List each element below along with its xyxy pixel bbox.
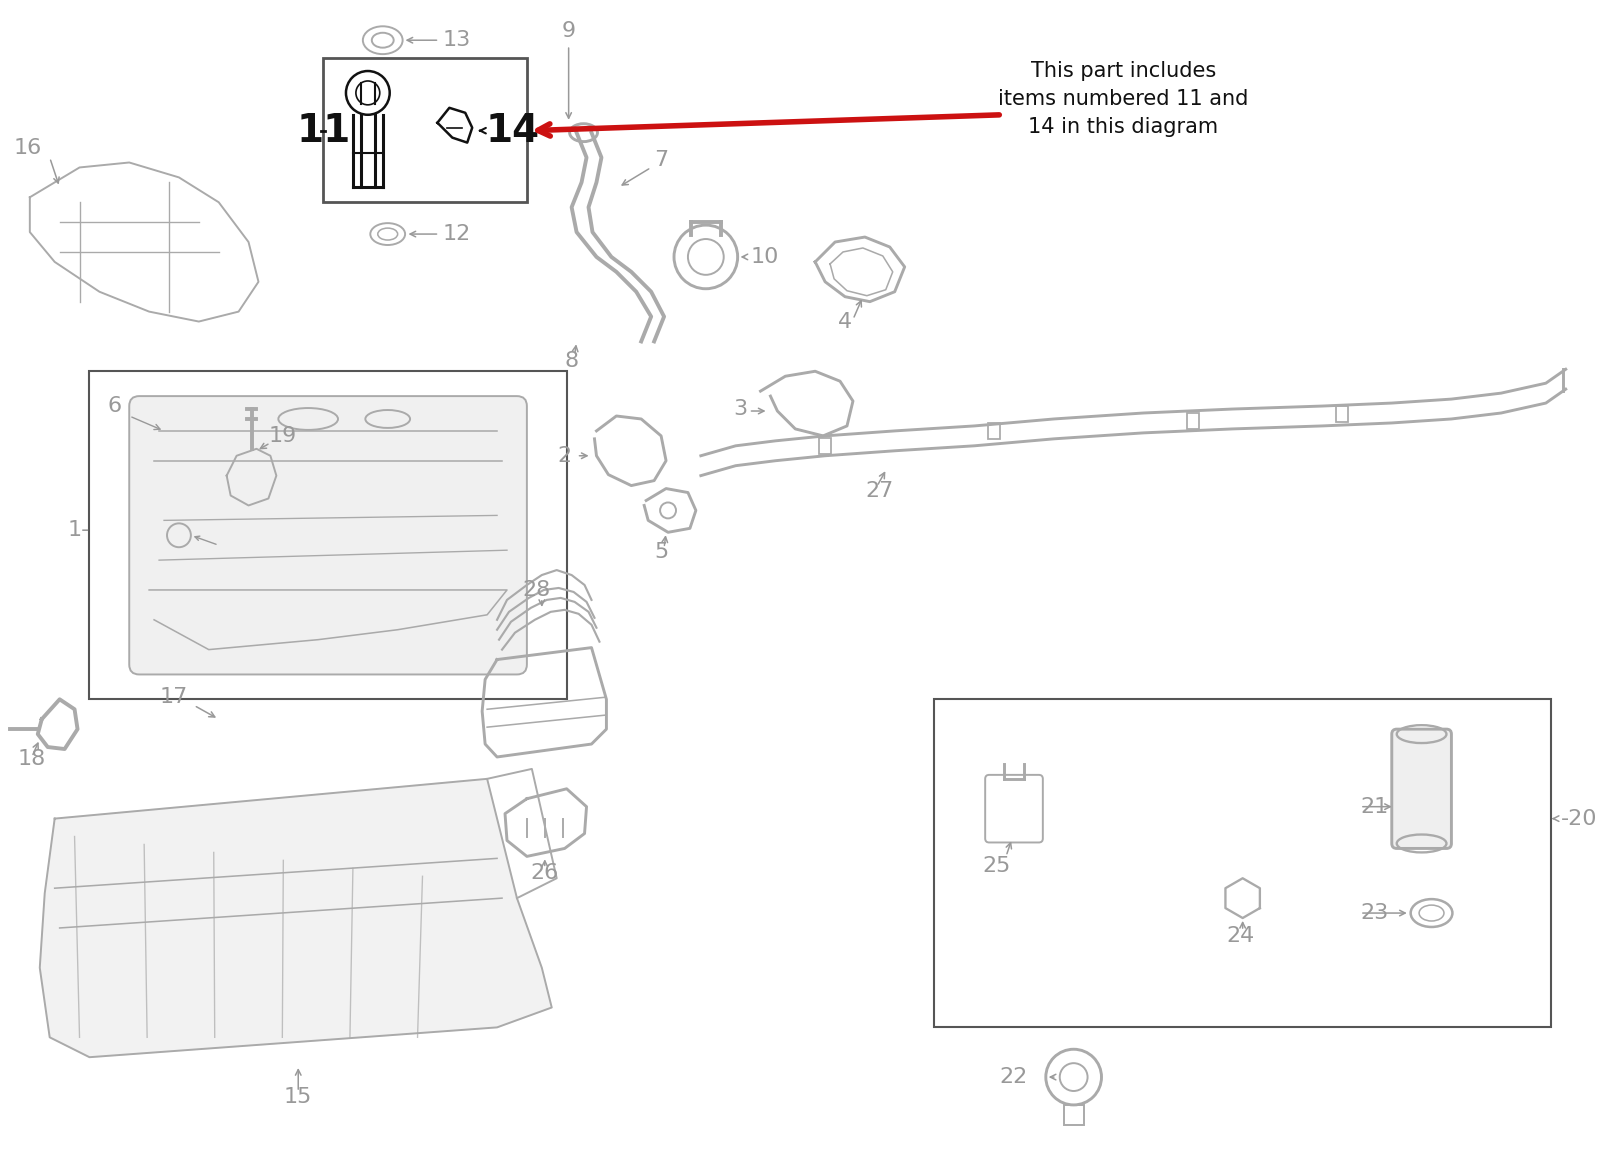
Text: 5: 5 xyxy=(654,543,669,562)
Text: 3: 3 xyxy=(733,399,747,419)
Text: 28: 28 xyxy=(523,580,550,600)
Text: 10: 10 xyxy=(750,247,779,267)
Bar xyxy=(1064,1105,1083,1125)
Text: 1-: 1- xyxy=(67,520,90,540)
Bar xyxy=(819,438,830,454)
Text: 4: 4 xyxy=(838,312,853,331)
Bar xyxy=(1187,413,1198,429)
Text: 24: 24 xyxy=(1227,925,1254,946)
Text: 23: 23 xyxy=(1360,903,1389,923)
FancyBboxPatch shape xyxy=(1392,729,1451,848)
Text: 9: 9 xyxy=(562,21,576,41)
Text: 8: 8 xyxy=(565,351,579,371)
Text: 6: 6 xyxy=(107,396,122,417)
Bar xyxy=(1336,406,1349,422)
Bar xyxy=(989,422,1000,439)
Text: 2: 2 xyxy=(558,446,571,466)
Text: 15: 15 xyxy=(285,1086,312,1107)
Text: 27: 27 xyxy=(866,481,893,501)
Bar xyxy=(934,699,1550,1027)
Polygon shape xyxy=(40,778,552,1057)
Text: 19: 19 xyxy=(269,426,296,446)
Text: 12: 12 xyxy=(442,224,470,244)
Text: 25: 25 xyxy=(982,857,1010,876)
Bar xyxy=(90,371,566,699)
Text: -20: -20 xyxy=(1560,809,1597,829)
Text: This part includes
items numbered 11 and
14 in this diagram: This part includes items numbered 11 and… xyxy=(998,61,1248,137)
Text: 17: 17 xyxy=(160,687,189,707)
Text: 18: 18 xyxy=(18,749,46,769)
Text: 7: 7 xyxy=(654,151,669,170)
Text: 13: 13 xyxy=(442,30,470,50)
Text: 16: 16 xyxy=(14,138,42,158)
Text: 11: 11 xyxy=(296,112,350,149)
Text: 22: 22 xyxy=(998,1067,1027,1088)
Text: 21: 21 xyxy=(1360,797,1389,817)
Text: 26: 26 xyxy=(531,864,558,883)
Bar xyxy=(323,58,526,202)
Text: 14: 14 xyxy=(485,112,539,149)
FancyBboxPatch shape xyxy=(130,396,526,675)
